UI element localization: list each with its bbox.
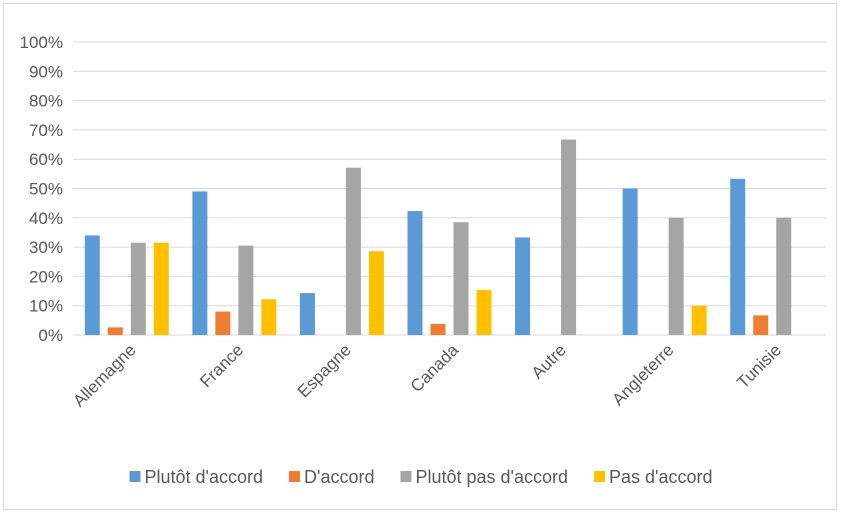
- y-tick-label: 80%: [29, 92, 63, 111]
- legend-swatch: [289, 471, 301, 482]
- bar: [192, 191, 208, 335]
- bar-chart: 0% 10% 20% 30% 40% 50% 60% 70% 80% 90% 100% Allema…: [20, 33, 826, 487]
- y-tick-label: 20%: [29, 267, 63, 286]
- y-tick-label: 40%: [29, 209, 63, 228]
- bar: [299, 293, 315, 335]
- bar: [261, 299, 277, 335]
- bar: [153, 242, 169, 335]
- bar: [515, 237, 531, 335]
- y-tick-label: 100%: [20, 33, 63, 52]
- legend-item: Pas d'accord: [594, 467, 713, 487]
- x-axis-category-labels: Allemagne France Espagne Canada Autre Anglete…: [69, 340, 785, 411]
- x-tick-label: Angleterre: [609, 340, 678, 409]
- bar: [753, 315, 769, 335]
- legend-swatch: [400, 471, 412, 482]
- bar: [345, 167, 361, 335]
- legend-label: Plutôt d'accord: [144, 467, 263, 487]
- bar: [107, 327, 123, 335]
- bar: [691, 305, 707, 335]
- bar: [430, 323, 446, 335]
- y-tick-label: 70%: [29, 121, 63, 140]
- bar: [130, 242, 146, 335]
- x-tick-label: Allemagne: [69, 340, 139, 410]
- y-tick-label: 30%: [29, 238, 63, 257]
- bar: [215, 311, 231, 335]
- chart-frame: 0% 10% 20% 30% 40% 50% 60% 70% 80% 90% 100% Allema…: [3, 3, 837, 510]
- bars: [84, 139, 792, 335]
- x-tick-label: France: [196, 340, 247, 391]
- legend-item: Plutôt d'accord: [129, 467, 263, 487]
- legend-label: Pas d'accord: [609, 467, 713, 487]
- bar: [622, 188, 638, 335]
- x-tick-label: Espagne: [294, 340, 355, 401]
- gridlines: [73, 41, 826, 336]
- legend-label: Plutôt pas d'accord: [415, 467, 568, 487]
- bar: [238, 245, 254, 335]
- bar: [668, 217, 684, 335]
- bar: [84, 235, 100, 335]
- x-tick-label: Canada: [407, 340, 463, 396]
- y-tick-label: 50%: [29, 180, 63, 199]
- legend: Plutôt d'accord D'accord Plutôt pas d'acco…: [129, 467, 713, 487]
- legend-label: D'accord: [304, 467, 374, 487]
- y-tick-label: 10%: [29, 297, 63, 316]
- legend-swatch: [129, 471, 141, 482]
- bar: [407, 211, 423, 335]
- y-tick-label: 0%: [38, 326, 63, 345]
- bar: [730, 178, 746, 335]
- x-tick-label: Tunisie: [733, 340, 785, 392]
- bar: [776, 217, 792, 335]
- y-axis-tick-labels: 0% 10% 20% 30% 40% 50% 60% 70% 80% 90% 100%: [20, 33, 63, 345]
- y-tick-label: 60%: [29, 150, 63, 169]
- legend-item: D'accord: [289, 467, 374, 487]
- bar: [476, 289, 492, 335]
- bar: [368, 251, 384, 335]
- legend-swatch: [594, 471, 606, 482]
- x-tick-label: Autre: [528, 340, 570, 382]
- legend-item: Plutôt pas d'accord: [400, 467, 568, 487]
- bar: [561, 139, 577, 335]
- y-tick-label: 90%: [29, 62, 63, 81]
- bar: [453, 222, 469, 335]
